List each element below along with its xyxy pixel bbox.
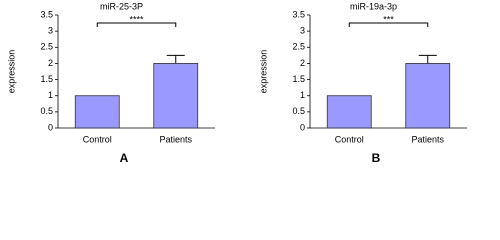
y-tick-label: 1 — [48, 90, 53, 100]
chart-title: miR-19a-3p — [350, 1, 397, 11]
y-tick-label: 2.5 — [40, 42, 53, 52]
y-tick-label: 3 — [300, 26, 305, 36]
y-tick-label: 0.5 — [292, 106, 305, 116]
bar — [405, 63, 451, 129]
y-axis-label: expression — [258, 50, 268, 94]
y-tick-label: 3 — [48, 26, 53, 36]
y-tick-label: 3.5 — [292, 9, 305, 19]
x-tick-label: Patients — [411, 134, 444, 144]
y-tick-label: 1.5 — [292, 74, 305, 84]
figure: miR-25-3P expression 0 0.5 1 1.5 2 2.5 3 3.5 Contr… — [6, 1, 467, 165]
bar — [153, 63, 199, 129]
significance-bracket — [348, 22, 429, 27]
bar — [74, 95, 120, 129]
x-tick-label: Patients — [159, 134, 192, 144]
y-tick-label: 1 — [300, 90, 305, 100]
y-tick-label: 0 — [300, 122, 305, 132]
x-tick-label: Control — [83, 134, 112, 144]
panel-label: A — [120, 151, 129, 165]
y-tick-label: 0.5 — [40, 106, 53, 116]
y-tick-label: 0 — [48, 122, 53, 132]
y-tick-label: 2 — [48, 58, 53, 68]
y-tick-label: 2.5 — [292, 42, 305, 52]
y-tick-label: 3.5 — [40, 9, 53, 19]
significance-label: *** — [383, 14, 394, 24]
significance-label: **** — [129, 14, 144, 24]
x-tick-label: Control — [335, 134, 364, 144]
y-axis-label: expression — [6, 50, 16, 94]
chart-title: miR-25-3P — [100, 1, 143, 11]
panel-label: B — [372, 151, 381, 165]
bar — [326, 95, 372, 129]
y-tick-label: 2 — [300, 58, 305, 68]
y-tick-label: 1.5 — [40, 74, 53, 84]
significance-bracket — [96, 22, 177, 27]
